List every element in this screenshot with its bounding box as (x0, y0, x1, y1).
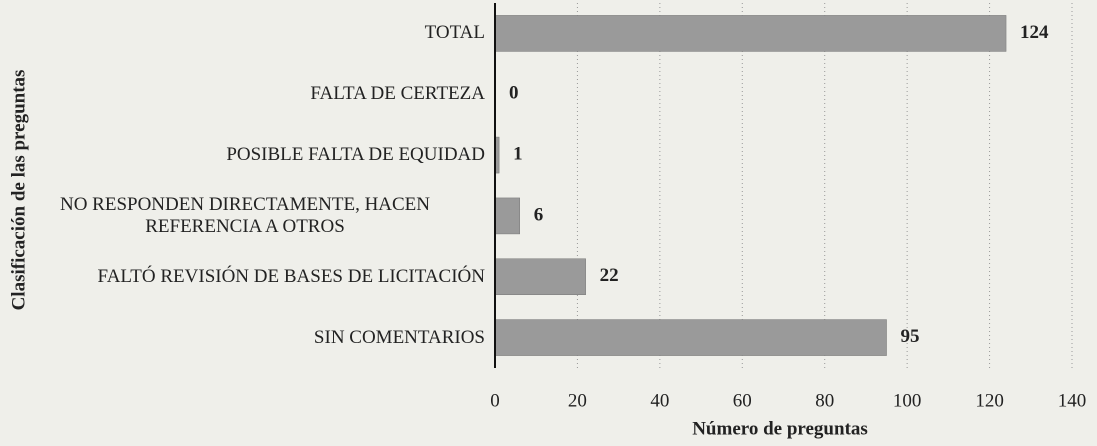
value-label: 95 (901, 326, 920, 347)
y-tick-label: FALTÓ REVISIÓN DE BASES DE LICITACIÓN (0, 266, 485, 288)
bar (494, 258, 586, 295)
x-tick-label: 120 (975, 390, 1004, 411)
value-label: 22 (600, 265, 619, 286)
y-tick-label: NO RESPONDEN DIRECTAMENTE, HACEN REFEREN… (0, 194, 485, 238)
x-tick-label: 0 (490, 390, 500, 411)
x-tick-label: 80 (815, 390, 834, 411)
bar (494, 319, 887, 356)
x-tick-label: 20 (568, 390, 587, 411)
value-label: 6 (534, 204, 544, 225)
y-tick-label: TOTAL (0, 22, 485, 44)
x-tick-label: 40 (650, 390, 669, 411)
x-axis-label: Número de preguntas (692, 418, 868, 439)
y-tick-text: POSIBLE FALTA DE EQUIDAD (226, 144, 485, 166)
y-tick-label: FALTA DE CERTEZA (0, 83, 485, 105)
y-tick-text: TOTAL (424, 22, 485, 44)
x-tick-label: 140 (1058, 390, 1087, 411)
x-tick-label: 100 (893, 390, 922, 411)
y-tick-text: NO RESPONDEN DIRECTAMENTE, HACEN REFEREN… (59, 193, 431, 237)
y-tick-text: SIN COMENTARIOS (313, 326, 485, 348)
y-tick-text: FALTA DE CERTEZA (310, 83, 485, 105)
y-tick-text: FALTÓ REVISIÓN DE BASES DE LICITACIÓN (97, 265, 485, 287)
x-tick-label: 60 (733, 390, 752, 411)
y-tick-label: SIN COMENTARIOS (0, 327, 485, 349)
y-tick-label: POSIBLE FALTA DE EQUIDAD (0, 144, 485, 166)
bar (494, 197, 520, 235)
value-label: 124 (1020, 22, 1049, 43)
y-axis-label: Clasificación de las preguntas (8, 70, 29, 311)
bar (494, 15, 1007, 52)
value-label: 0 (509, 83, 519, 104)
value-label: 1 (513, 143, 523, 164)
